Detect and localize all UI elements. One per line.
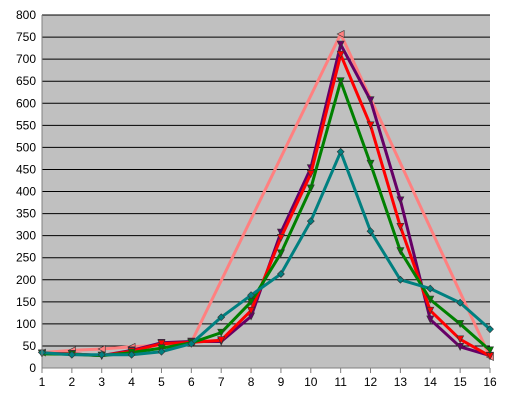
data-point	[366, 96, 375, 105]
x-tick-label: 12	[364, 375, 378, 389]
data-point	[97, 345, 106, 354]
x-tick-label: 14	[424, 375, 438, 389]
data-point	[396, 275, 405, 284]
x-tick-label: 6	[188, 375, 195, 389]
data-point	[306, 184, 315, 193]
x-tick-label: 7	[218, 375, 225, 389]
data-point	[157, 347, 166, 356]
data-point	[276, 249, 285, 258]
data-point	[97, 350, 106, 359]
y-tick-label: 50	[23, 339, 37, 353]
x-tick-label: 1	[39, 375, 46, 389]
data-point	[426, 284, 435, 293]
data-point	[247, 306, 256, 315]
data-point	[277, 270, 285, 278]
axes: 0 50 100 150 200 250 300 350 400 450 500 550 600 650 7…	[16, 8, 497, 389]
data-point	[276, 234, 285, 243]
data-point	[456, 335, 465, 344]
x-tick-label: 3	[98, 375, 105, 389]
y-tick-label: 450	[16, 162, 36, 176]
x-tick-label: 4	[128, 375, 135, 389]
data-point	[127, 350, 136, 359]
x-tick-label: 16	[483, 375, 497, 389]
y-tick-label: 150	[16, 295, 36, 309]
y-tick-label: 0	[29, 361, 36, 375]
data-point	[396, 247, 405, 256]
x-tick-label: 2	[69, 375, 76, 389]
y-tick-label: 400	[16, 185, 36, 199]
y-tick-label: 200	[16, 273, 36, 287]
data-point	[336, 147, 345, 156]
data-point	[456, 320, 465, 329]
y-tick-label: 750	[16, 30, 36, 44]
x-tick-label: 5	[158, 375, 165, 389]
y-tick-label: 500	[16, 140, 36, 154]
x-tick-label: 8	[248, 375, 255, 389]
series-layer	[37, 29, 494, 361]
y-tick-label: 350	[16, 207, 36, 221]
data-point	[486, 346, 494, 355]
data-point	[336, 77, 345, 86]
data-point	[396, 196, 405, 205]
data-point	[67, 350, 76, 359]
data-point	[217, 328, 226, 337]
data-point	[426, 295, 435, 304]
data-point	[187, 339, 196, 348]
series-line-5	[41, 150, 491, 357]
y-tick-label: 600	[16, 96, 36, 110]
x-tick-label: 13	[394, 375, 408, 389]
data-point	[366, 227, 375, 236]
x-tick-label: 10	[304, 375, 318, 389]
y-tick-label: 700	[16, 52, 36, 66]
data-point	[426, 306, 435, 315]
x-tick-label: 11	[334, 375, 347, 389]
y-tick-label: 100	[16, 317, 36, 331]
data-point	[336, 50, 345, 59]
data-point	[306, 217, 315, 225]
data-point	[336, 29, 345, 38]
data-point	[426, 315, 435, 324]
y-tick-label: 800	[16, 8, 36, 22]
data-point	[157, 339, 166, 348]
data-point	[456, 298, 465, 307]
data-point	[306, 170, 315, 179]
data-point	[366, 159, 375, 168]
data-point	[366, 121, 375, 130]
data-point	[336, 40, 345, 49]
data-point	[486, 325, 494, 334]
y-tick-label: 550	[16, 118, 36, 132]
y-tick-label: 300	[16, 229, 36, 243]
y-tick-label: 650	[16, 74, 36, 88]
grid	[42, 14, 490, 368]
y-tick-label: 250	[16, 251, 36, 265]
data-point	[396, 223, 405, 231]
x-tick-label: 15	[453, 375, 467, 389]
data-point	[247, 291, 255, 300]
data-point	[217, 313, 226, 322]
x-tick-label: 9	[278, 375, 285, 389]
